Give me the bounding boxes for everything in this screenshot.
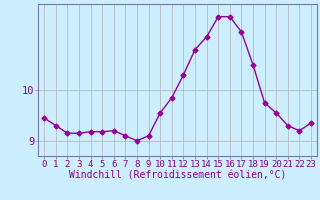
X-axis label: Windchill (Refroidissement éolien,°C): Windchill (Refroidissement éolien,°C) [69, 171, 286, 181]
